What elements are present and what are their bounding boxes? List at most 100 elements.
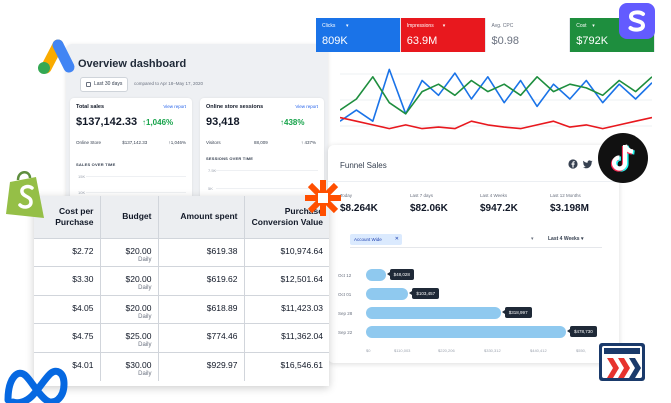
metric-value: 809K	[322, 35, 348, 47]
sessions-axis-tick: 7.5K	[208, 168, 217, 173]
online-store-change: ↑1,046%	[168, 140, 186, 145]
funnel-bar	[366, 288, 409, 300]
sessions-axis-tick: 5K	[208, 186, 213, 191]
close-icon[interactable]: ✕	[394, 236, 399, 242]
grid-line	[216, 188, 318, 189]
chart-series-line-0	[340, 68, 652, 122]
google-ads-logo-icon	[38, 39, 75, 74]
grid-line	[86, 192, 186, 193]
meta-logo-icon	[4, 367, 68, 403]
stripe-logo-icon	[619, 3, 655, 39]
table-row[interactable]: $3.30 $20.00 Daily $619.62 $12,501.64	[34, 266, 329, 295]
table-cell: $20.00 Daily	[100, 266, 159, 295]
divider	[328, 181, 619, 182]
x-tick-label: $550,	[576, 348, 587, 353]
x-tick-label: $440,412	[530, 348, 547, 353]
table-cell: $3.30	[34, 266, 101, 295]
metric-impressions[interactable]: Impressions ▾ 63.9M	[400, 18, 486, 52]
funnel-period-label: Last 4 Weeks	[480, 193, 508, 198]
metric-value: $792K	[576, 35, 609, 47]
shopify-logo-icon	[6, 171, 44, 218]
funnel-bar	[366, 326, 566, 338]
funnel-period-value: $82.06K	[410, 203, 448, 214]
dropdown-caret-icon: ▾	[442, 23, 446, 29]
ads-performance-line-chart	[340, 68, 652, 130]
column-header-cost-per-purchase[interactable]: Cost per Purchase	[34, 196, 101, 238]
grid-line	[86, 176, 186, 177]
table-row[interactable]: $4.01 $30.00 Daily $929.97 $16,546.61	[34, 351, 329, 381]
metric-label: Clicks	[322, 23, 336, 29]
table-cell: $4.05	[34, 294, 101, 324]
metric-label: Cost	[576, 23, 587, 29]
metric-label: Impressions	[406, 23, 434, 29]
sales-over-time-label: SALES OVER TIME	[76, 162, 116, 167]
funnel-title: Funnel Sales	[340, 161, 387, 170]
column-header-budget[interactable]: Budget	[100, 196, 159, 238]
visitors-label: Visitors	[206, 140, 221, 145]
bar-label: Sep 22	[338, 330, 353, 335]
bar-tooltip: $318,997	[501, 307, 532, 318]
metric-value: 63.9M	[406, 35, 438, 47]
funnel-period-label: Today	[340, 193, 353, 198]
table-cell: $10,974.64	[244, 237, 329, 267]
funnel-sales-panel: Funnel Sales Today $8.264K Last 7 days $…	[328, 145, 619, 363]
metric-avg-cpc[interactable]: Avg. CPC $0.98	[485, 18, 571, 52]
x-tick-label: $0	[366, 348, 371, 353]
funnel-period-value: $8.264K	[340, 203, 378, 214]
bar-tooltip: $48,028	[386, 269, 414, 280]
grid-line	[216, 170, 318, 171]
total-sales-view-report-link[interactable]: View report	[163, 104, 186, 109]
table-cell: $11,362.04	[244, 323, 329, 352]
table-cell: $16,546.61	[244, 351, 329, 381]
chart-series-line-2	[340, 75, 652, 115]
table-cell: $11,423.03	[244, 294, 329, 324]
funnel-period-value: $947.2K	[480, 203, 518, 214]
funnel-bar	[366, 269, 386, 281]
sessions-over-time-label: SESSIONS OVER TIME	[206, 156, 254, 161]
chart-series-line-1	[340, 116, 652, 130]
funnel-bar	[366, 307, 501, 319]
clickfunnels-logo-icon	[599, 343, 645, 381]
x-tick-label: $220,206	[438, 348, 455, 353]
online-store-value: $137,142.33	[122, 140, 148, 145]
filter-chip-label: Account Wide	[354, 237, 382, 242]
facebook-icon[interactable]	[568, 159, 578, 169]
account-filter-chip[interactable]: Account Wide ✕	[350, 234, 402, 245]
sales-axis-tick: 15K	[78, 174, 86, 179]
x-tick-label: $110,003	[394, 348, 411, 353]
total-sales-title: Total sales	[76, 104, 105, 110]
metric-label: Avg. CPC	[491, 23, 514, 29]
table-row[interactable]: $4.05 $20.00 Daily $618.89 $11,423.03	[34, 294, 329, 324]
twitter-icon[interactable]	[583, 159, 593, 169]
chevron-down-icon[interactable]: ▾	[531, 236, 534, 242]
date-range-label: Last 30 days	[94, 81, 123, 87]
ad-campaign-table: Cost per Purchase Budget Amount spent Pu…	[34, 196, 329, 386]
table-cell: $25.00 Daily	[100, 323, 159, 352]
bar-label: Sep 28	[338, 311, 353, 316]
dropdown-caret-icon: ▾	[592, 23, 595, 29]
visitors-value: 88,009	[253, 140, 268, 145]
total-sales-value: $137,142.33	[76, 116, 138, 128]
table-cell: $774.46	[158, 323, 245, 352]
sessions-title: Online store sessions	[206, 104, 264, 110]
sessions-change: ↑438%	[280, 118, 305, 127]
table-cell: $4.01	[34, 351, 101, 381]
chevron-down-icon: ▾	[580, 236, 584, 242]
metric-clicks[interactable]: Clicks ▾ 809K	[316, 18, 401, 52]
column-header-conversion-value[interactable]: Purchase Conversion Value	[251, 205, 323, 227]
period-select[interactable]: Last 4 Weeks ▾	[548, 236, 584, 242]
sessions-view-report-link[interactable]: View report	[295, 104, 318, 109]
column-header-amount-spent[interactable]: Amount spent	[158, 196, 245, 238]
table-cell: $619.62	[158, 266, 245, 295]
date-range-button[interactable]: Last 30 days	[80, 77, 129, 92]
table-row[interactable]: $4.75 $25.00 Daily $774.46 $11,362.04	[34, 323, 329, 352]
campaign-data-table: Cost per Purchase Budget Amount spent Pu…	[34, 196, 329, 381]
dropdown-caret-icon: ▾	[346, 23, 349, 29]
online-store-row: Online Store $137,142.33 ↑1,046%	[76, 140, 186, 145]
table-row[interactable]: $2.72 $20.00 Daily $619.38 $10,974.64	[34, 237, 329, 267]
funnel-period-label: Last 7 days	[410, 193, 434, 198]
metric-value: $0.98	[491, 35, 520, 47]
funnel-period-value: $3.198M	[550, 203, 589, 214]
funnel-period-label: Last 12 Months	[550, 193, 581, 198]
table-cell: $929.97	[158, 351, 245, 381]
